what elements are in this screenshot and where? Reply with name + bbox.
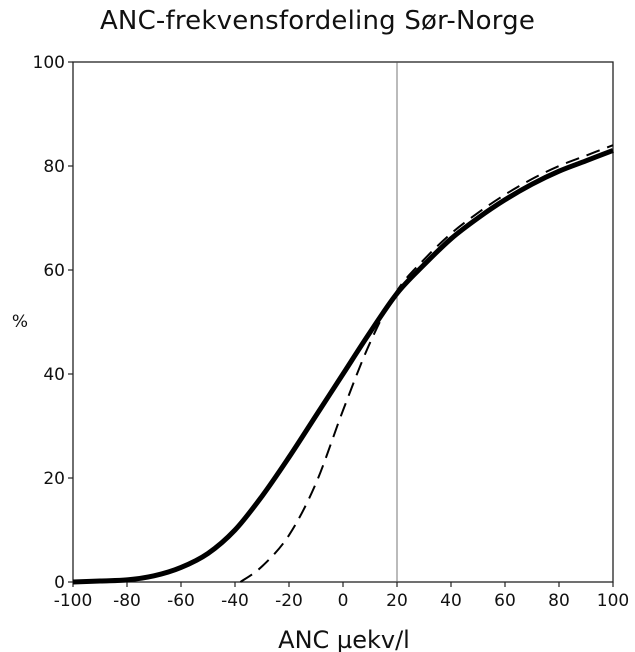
y-tick-label: 20 xyxy=(43,469,65,489)
x-tick-label: 20 xyxy=(386,591,408,611)
x-tick-label: -20 xyxy=(275,591,303,611)
x-tick-label: 40 xyxy=(440,591,462,611)
x-tick-label: -100 xyxy=(54,591,93,611)
y-axis-label: % xyxy=(12,312,28,332)
y-tick-label: 0 xyxy=(54,573,65,593)
x-tick-label: -40 xyxy=(221,591,249,611)
y-tick-label: 80 xyxy=(43,157,65,177)
x-tick-label: 0 xyxy=(338,591,349,611)
x-axis-label: ANC µekv/l xyxy=(278,626,410,652)
dashed-series-line xyxy=(239,144,614,583)
y-tick-label: 40 xyxy=(43,365,65,385)
y-tick-label: 60 xyxy=(43,261,65,281)
x-tick-label: 80 xyxy=(548,591,570,611)
x-tick-label: 100 xyxy=(597,591,629,611)
plot-frame xyxy=(72,61,614,583)
tick-labels: -100 -80 -60 -40 -20 0 20 40 60 80 100 0 20 40 60 80 100 xyxy=(33,53,630,611)
chart-title: ANC-frekvensfordeling Sør-Norge xyxy=(99,6,536,36)
x-tick-label: -80 xyxy=(113,591,141,611)
series-group xyxy=(72,144,614,585)
axes xyxy=(68,61,614,587)
x-tick-label: 60 xyxy=(494,591,516,611)
x-tick-label: -60 xyxy=(167,591,195,611)
y-tick-label: 100 xyxy=(33,53,65,73)
solid-series-line xyxy=(72,148,614,585)
